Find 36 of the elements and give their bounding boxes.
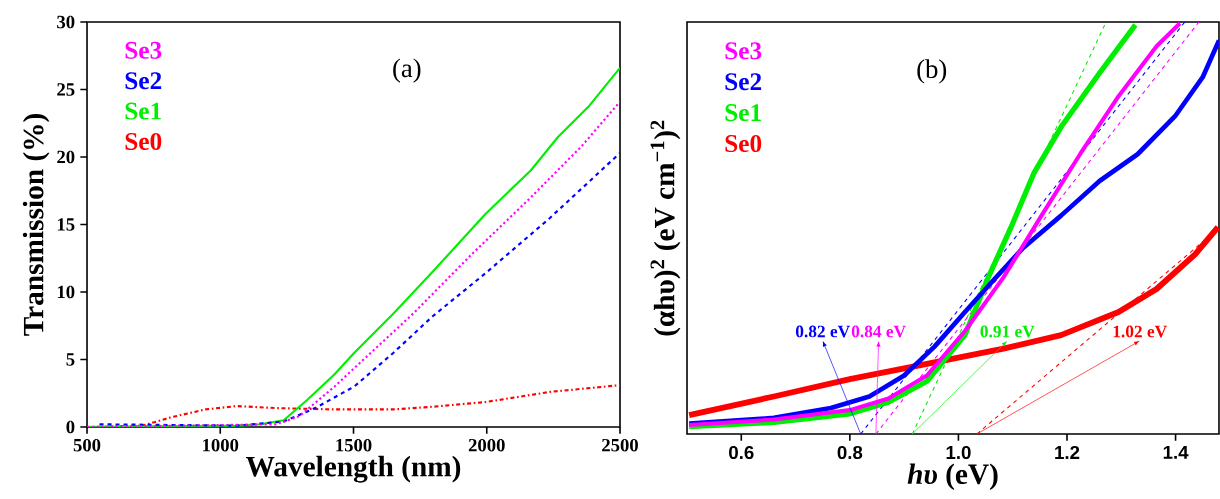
x-tick-label: 2000 [468, 438, 505, 452]
x-tick-label: 1.4 [1163, 445, 1189, 459]
text: (a) [393, 58, 421, 83]
x-tick-label: 1500 [336, 438, 372, 452]
x-tick-label: 2500 [602, 438, 638, 452]
y-tick-label: 10 [57, 285, 75, 299]
annotation: 0.82 eV [795, 325, 850, 338]
annotation: 0.91 eV [980, 325, 1035, 338]
x-tick-label: 500 [73, 438, 101, 452]
text: (b) [917, 59, 947, 84]
annotation: 1.02 eV [1113, 325, 1167, 338]
x-tick-label: 1.2 [1055, 445, 1080, 459]
text: Se3 [725, 42, 762, 60]
line-series [98, 151, 621, 427]
y-tick-label: 20 [57, 150, 75, 164]
text: Se3 [125, 41, 162, 59]
y-tick-label: 0 [66, 420, 75, 434]
x-tick-label: 1.0 [946, 445, 971, 460]
text: Se1 [125, 102, 161, 120]
x-tick-label: 0.6 [729, 445, 754, 460]
text: Se0 [125, 132, 162, 151]
x-axis-title: hυ (eV) [907, 463, 998, 491]
y-tick-label: 15 [57, 218, 75, 231]
text: Se2 [725, 73, 762, 91]
y-tick-label: 30 [57, 15, 75, 29]
x-tick-label: 0.8 [837, 445, 863, 460]
text: Se2 [125, 72, 162, 90]
annotation: 0.84 eV [851, 325, 906, 338]
y-axis-title: Transmission (%) [22, 114, 50, 336]
x-tick-label: 1000 [203, 438, 239, 452]
x-axis-title: Wavelength (nm) [245, 455, 461, 483]
y-tick-label: 5 [66, 353, 75, 366]
y-axis-title: (αhυ)$^{2}$ (eV cm$^{−1}$)$^{2}$ [650, 120, 681, 336]
y-tick-label: 25 [57, 83, 75, 96]
text: Se1 [725, 104, 761, 122]
text: Se0 [725, 135, 762, 153]
